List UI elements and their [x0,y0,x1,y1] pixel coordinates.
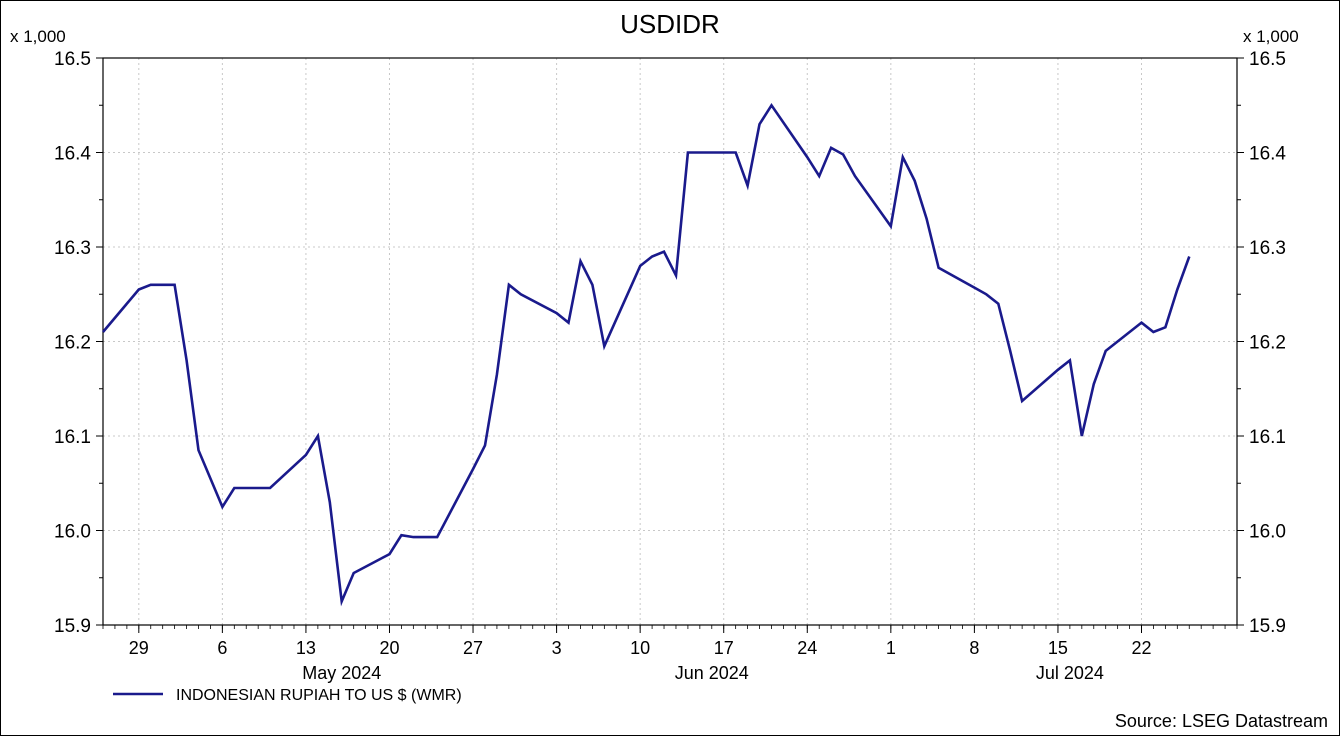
chart-title: USDIDR [620,9,720,39]
y-tick-label-left: 16.0 [54,522,91,543]
y-scale-label-left: x 1,000 [10,27,66,46]
source-note: Source: LSEG Datastream [1115,711,1328,731]
y-tick-label-left: 15.9 [54,616,91,637]
legend-label: INDONESIAN RUPIAH TO US $ (WMR) [176,687,462,704]
y-tick-label-left: 16.1 [54,427,91,448]
x-tick-label: 27 [463,638,483,658]
y-tick-label-right: 16.3 [1249,238,1286,259]
plot-area-frame [102,57,1238,626]
series [102,102,1191,607]
y-tick-label-left: 16.4 [54,144,91,165]
x-tick-label: 20 [379,638,399,658]
y-tick-label-right: 16.4 [1249,144,1286,165]
y-scale-label-right: x 1,000 [1243,27,1299,46]
x-tick-label: 1 [886,638,896,658]
x-tick-label: 6 [217,638,227,658]
y-tick-label-right: 15.9 [1249,616,1286,637]
y-tick-label-left: 16.2 [54,333,91,354]
x-tick-label: 13 [296,638,316,658]
y-tick-label-right: 16.5 [1249,49,1286,70]
legend: INDONESIAN RUPIAH TO US $ (WMR) [113,687,462,704]
y-tick-label-left: 16.3 [54,238,91,259]
axes [96,57,1244,633]
x-tick-label: 15 [1048,638,1068,658]
x-tick-label: 24 [797,638,817,658]
tick-labels: 15.9 15.9 16.0 16.0 16.1 16.1 16.2 16.2 16.3 16.3… [54,49,1286,683]
y-tick-label-left: 16.5 [54,49,91,70]
x-tick-label: 22 [1131,638,1151,658]
month-label: Jul 2024 [1036,663,1104,683]
x-tick-label: 8 [969,638,979,658]
y-tick-label-right: 16.2 [1249,333,1286,354]
month-label: Jun 2024 [675,663,749,683]
x-tick-label: 3 [552,638,562,658]
y-tick-label-right: 16.0 [1249,522,1286,543]
series-line [102,102,1191,607]
y-tick-label-right: 16.1 [1249,427,1286,448]
x-tick-label: 10 [630,638,650,658]
month-label: May 2024 [302,663,381,683]
x-tick-label: 29 [129,638,149,658]
x-tick-label: 17 [714,638,734,658]
